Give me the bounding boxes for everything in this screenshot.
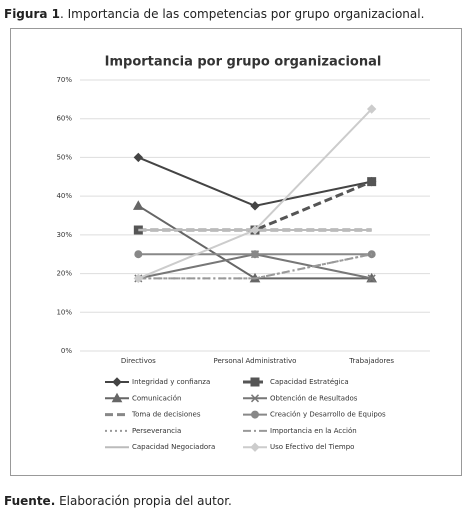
x-tick-label: Personal Administrativo — [214, 357, 297, 365]
legend-marker — [251, 410, 259, 419]
legend-label: Toma de decisiones — [131, 411, 201, 419]
source: Fuente. Elaboración propia del autor. — [4, 494, 232, 508]
legend-label: Capacidad Estratégica — [270, 378, 349, 386]
marker — [251, 250, 259, 259]
series-line — [137, 156, 372, 207]
chart: Importancia por grupo organizacional 0% 1… — [10, 28, 462, 476]
source-text: Elaboración propia del autor. — [55, 494, 232, 508]
marker — [133, 273, 144, 284]
y-tick-label: 20% — [56, 270, 72, 278]
source-label: Fuente. — [4, 494, 56, 508]
legend-label: Comunicación — [132, 394, 181, 402]
legend-marker — [250, 394, 260, 403]
chart-title: Importancia por grupo organizacional — [105, 55, 382, 70]
marker — [250, 201, 260, 211]
y-tick-label: 70% — [56, 76, 72, 84]
frame — [10, 28, 462, 476]
caption-label: Figura 1 — [4, 7, 60, 21]
legend-label: Creación y Desarrollo de Equipos — [270, 411, 386, 419]
y-tick-label: 60% — [56, 115, 72, 123]
marker — [134, 250, 143, 259]
y-tick-label: 30% — [56, 231, 72, 239]
legend-marker — [250, 377, 260, 387]
legend-label: Importancia en la Acción — [270, 427, 357, 435]
series-line — [137, 204, 372, 280]
legend-label: Perseverancia — [132, 427, 181, 435]
y-tick-label: 10% — [56, 308, 72, 316]
marker — [367, 177, 377, 187]
marker — [133, 152, 144, 163]
y-tick-label: 40% — [56, 192, 72, 200]
legend-marker — [111, 392, 123, 403]
x-tick-label: Trabajadores — [348, 357, 394, 365]
x-tick-label: Directivos — [121, 357, 156, 365]
legend-label: Uso Efectivo del Tiempo — [270, 443, 354, 451]
legend-label: Obtención de Resultados — [270, 394, 358, 402]
series-line — [138, 253, 372, 280]
marker — [132, 200, 144, 210]
legend-label: Integridad y confianza — [132, 378, 210, 386]
marker — [367, 274, 376, 283]
legend-marker — [112, 377, 122, 387]
caption-text: . Importancia de las competencias por gr… — [60, 7, 425, 21]
marker — [366, 104, 377, 114]
legend-label: Capacidad Negociadora — [132, 443, 215, 451]
caption: Figura 1. Importancia de las competencia… — [4, 7, 424, 21]
y-tick-label: 50% — [56, 153, 72, 161]
marker — [250, 225, 260, 235]
y-tick-label: 0% — [61, 347, 72, 355]
legend-marker — [250, 442, 260, 452]
